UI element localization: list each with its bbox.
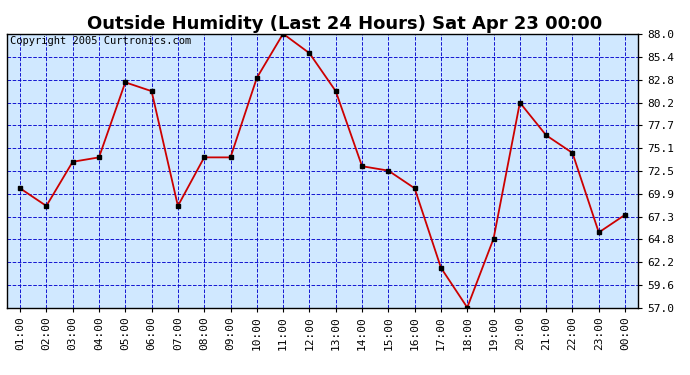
Text: Copyright 2005 Curtronics.com: Copyright 2005 Curtronics.com bbox=[10, 36, 191, 46]
Text: Outside Humidity (Last 24 Hours) Sat Apr 23 00:00: Outside Humidity (Last 24 Hours) Sat Apr… bbox=[88, 15, 602, 33]
